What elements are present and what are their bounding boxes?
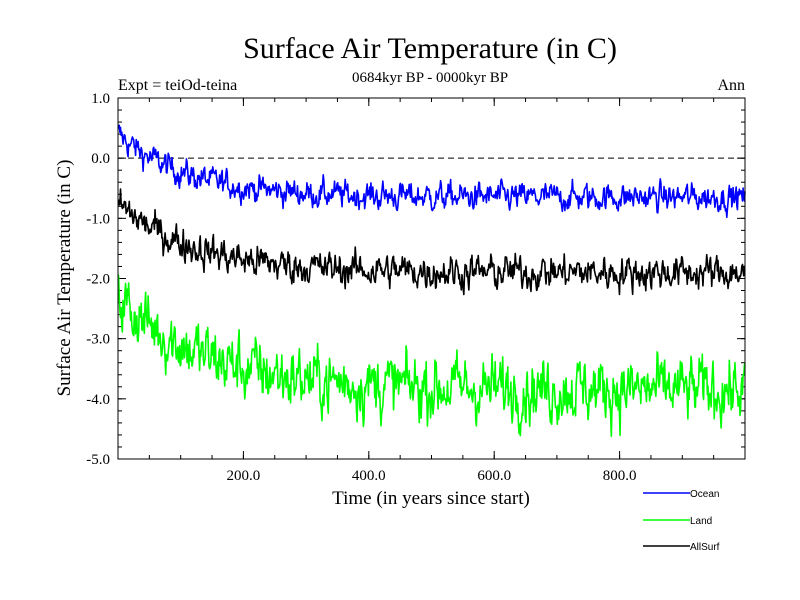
x-tick-label: 800.0 xyxy=(603,468,637,484)
y-tick-label: -3.0 xyxy=(86,332,110,348)
y-tick-label: 0.0 xyxy=(91,151,110,167)
y-tick-label: 1.0 xyxy=(91,91,110,107)
y-tick-label: -1.0 xyxy=(86,211,110,227)
y-tick-label: -4.0 xyxy=(86,392,110,408)
legend-label-ocean: Ocean xyxy=(690,489,719,500)
legend: Ocean Land AllSurf xyxy=(643,489,720,553)
plot-frame xyxy=(117,97,746,460)
x-tick-label: 200.0 xyxy=(227,468,261,484)
series-line-land xyxy=(117,274,746,437)
x-axis-label: Time (in years since start) xyxy=(332,488,530,509)
y-tick-label: -2.0 xyxy=(86,272,110,288)
season-label: Ann xyxy=(717,77,745,94)
series-line-allsurf xyxy=(117,188,746,296)
chart-title: Surface Air Temperature (in C) xyxy=(243,32,617,65)
chart-subtitle: 0684kyr BP - 0000kyr BP xyxy=(352,70,508,86)
y-axis-label: Surface Air Temperature (in C) xyxy=(54,160,75,397)
x-tick-label: 400.0 xyxy=(352,468,386,484)
experiment-label: Expt = teiOd-teina xyxy=(118,77,237,94)
legend-label-land: Land xyxy=(690,516,712,527)
legend-label-allsurf: AllSurf xyxy=(690,542,720,553)
plot-area: 1.0 0.0 -1.0 -2.0 -3.0 -4.0 -5.0 200.0 400.0 600.… xyxy=(86,91,746,484)
x-tick-label: 600.0 xyxy=(477,468,511,484)
series-line-ocean xyxy=(117,124,746,219)
y-tick-label: -5.0 xyxy=(86,452,110,468)
